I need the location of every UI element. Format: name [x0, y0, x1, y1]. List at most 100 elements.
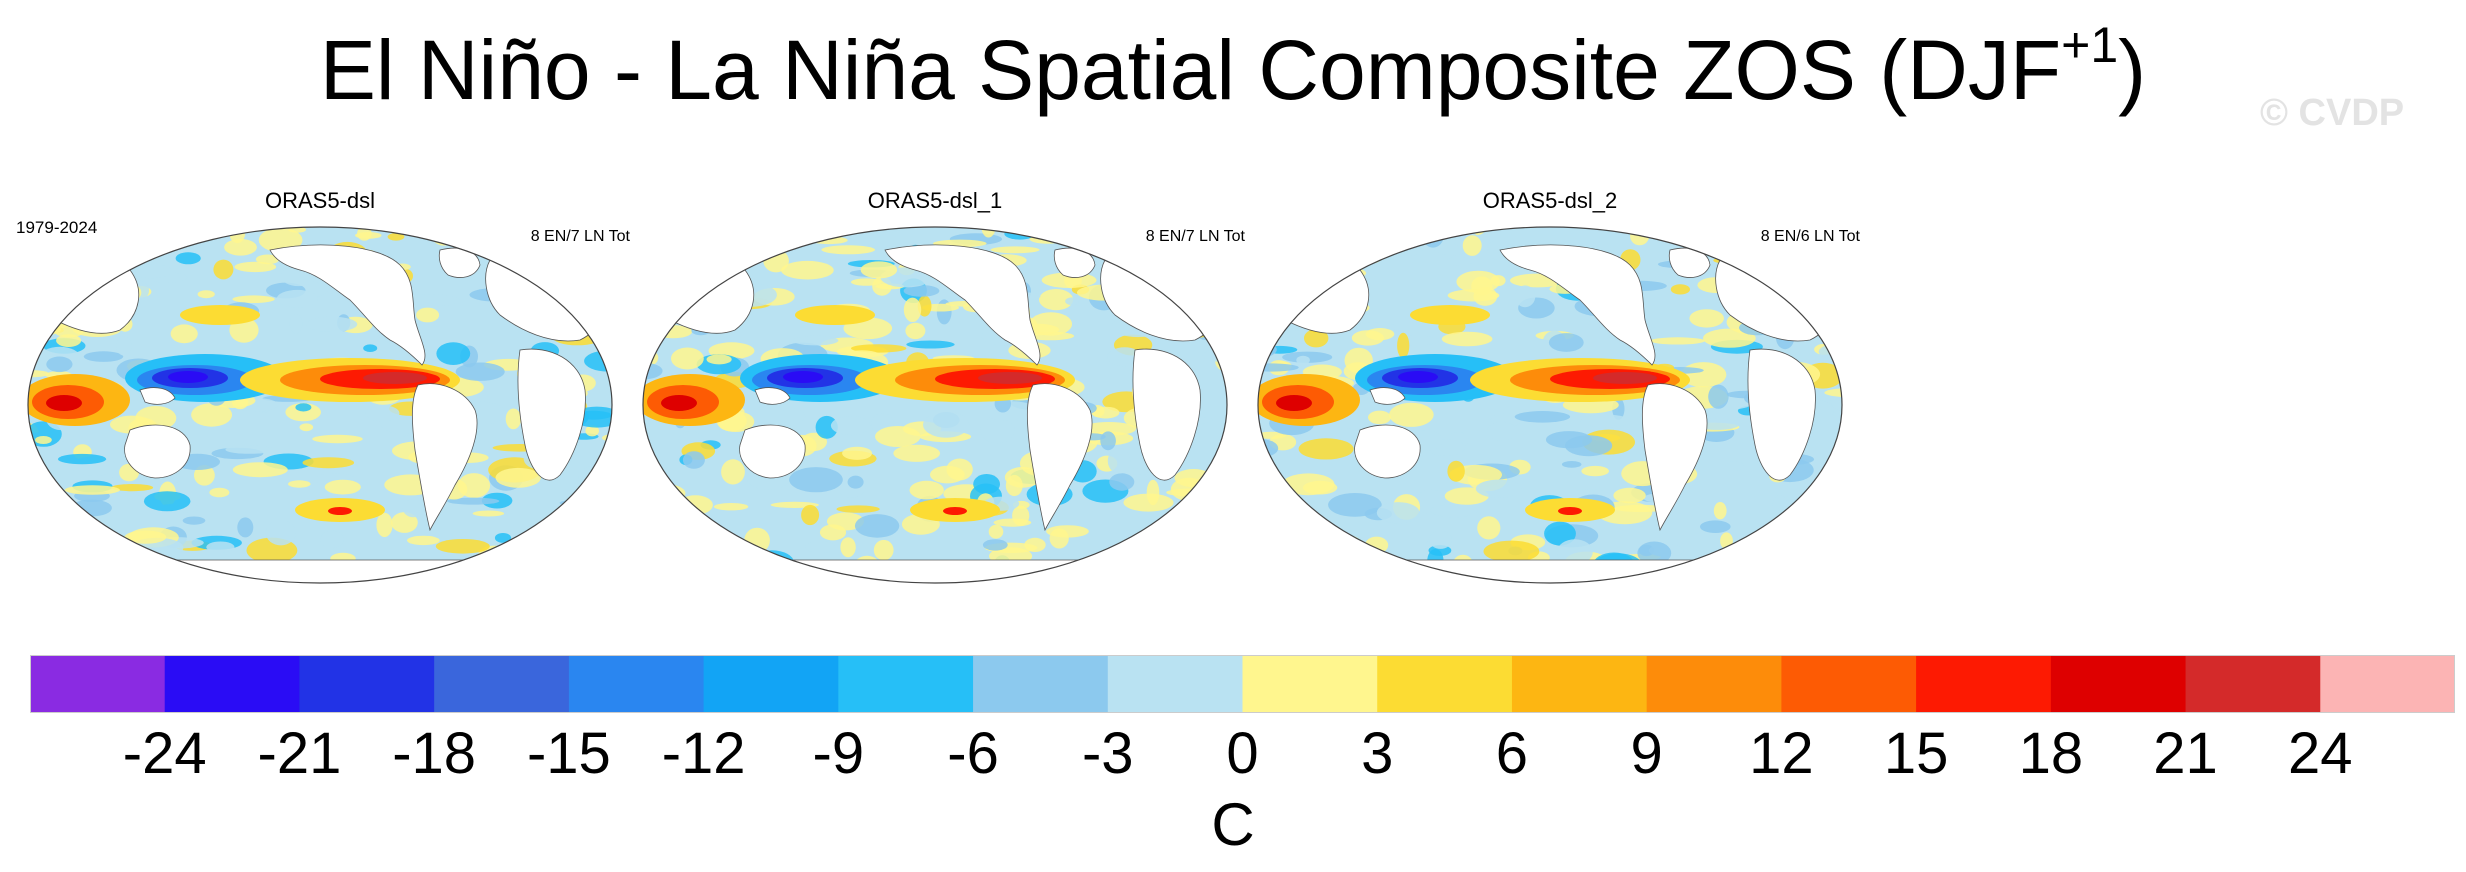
- anomaly-patch: [28, 503, 54, 511]
- anomaly-patch: [1477, 516, 1501, 540]
- landmass: [1132, 348, 1201, 481]
- anomaly-patch: [1785, 290, 1822, 299]
- anomaly-patch: [1283, 520, 1314, 528]
- anomaly-patch: [905, 322, 926, 340]
- landmass: [124, 424, 191, 479]
- anomaly-patch: [1487, 240, 1505, 260]
- anomaly-patch: [46, 356, 73, 373]
- anomaly-patch: [1298, 438, 1354, 460]
- anomaly-patch: [64, 271, 79, 298]
- colorbar-swatch: [568, 655, 705, 713]
- anomaly-patch: [1148, 227, 1178, 235]
- anomaly-patch: [783, 371, 823, 383]
- colorbar-tick-label: 21: [2153, 721, 2218, 786]
- anomaly-patch: [713, 503, 749, 511]
- ocean-field: [28, 227, 612, 583]
- anomaly-patch: [232, 462, 288, 478]
- landmass: [29, 254, 139, 334]
- anomaly-patch: [255, 254, 280, 265]
- ocean-field: [1258, 227, 1842, 583]
- anomaly-patch: [744, 527, 770, 554]
- anomaly-patch: [1081, 422, 1136, 436]
- anomaly-patch: [658, 561, 671, 580]
- anomaly-patch: [391, 512, 418, 533]
- anomaly-patch: [585, 425, 599, 437]
- anomaly-patch: [324, 479, 361, 495]
- anomaly-patch: [851, 278, 882, 286]
- panel-title: ORAS5-dsl_2: [1482, 188, 1618, 213]
- anomaly-patch: [903, 297, 922, 322]
- anomaly-patch: [1304, 329, 1329, 348]
- anomaly-patch: [1039, 289, 1074, 311]
- anomaly-patch: [1352, 548, 1376, 569]
- anomaly-patch: [1650, 337, 1705, 345]
- anomaly-patch: [830, 416, 871, 436]
- anomaly-patch: [585, 315, 612, 340]
- anomaly-patch: [1700, 520, 1731, 533]
- anomaly-patch: [363, 372, 427, 384]
- anomaly-patch: [28, 537, 63, 552]
- anomaly-patch: [661, 530, 694, 551]
- colorbar-tick-label: 9: [1630, 721, 1663, 786]
- anomaly-patch: [455, 362, 505, 381]
- anomaly-patch: [805, 541, 836, 553]
- anomaly-patch: [1720, 227, 1751, 239]
- anomaly-patch: [209, 487, 230, 498]
- anomaly-patch: [538, 548, 569, 573]
- colorbar-tick-label: -12: [661, 721, 746, 786]
- anomaly-patch: [116, 336, 132, 356]
- anomaly-patch: [671, 347, 704, 370]
- anomaly-patch: [289, 313, 303, 334]
- anomaly-patch: [312, 434, 363, 444]
- anomaly-patch: [1613, 504, 1668, 512]
- anomaly-patch: [1799, 498, 1841, 508]
- anomaly-patch: [1146, 479, 1160, 506]
- anomaly-patch: [875, 426, 921, 447]
- anomaly-patch: [1447, 460, 1465, 482]
- anomaly-patch: [265, 520, 296, 546]
- anomaly-patch: [46, 395, 82, 411]
- anomaly-patch: [98, 560, 150, 572]
- anomaly-patch: [749, 550, 794, 575]
- anomaly-patch: [232, 295, 275, 303]
- anomaly-patch: [182, 516, 206, 525]
- landmass: [1026, 383, 1093, 532]
- anomaly-patch: [1005, 474, 1023, 497]
- anomaly-patch: [494, 533, 512, 543]
- anomaly-patch: [145, 227, 187, 233]
- colorbar-swatch: [1377, 655, 1513, 713]
- anomaly-patch: [836, 505, 880, 513]
- anomaly-patch: [28, 480, 45, 504]
- anomaly-patch: [1769, 227, 1789, 245]
- anomaly-patch: [643, 362, 663, 380]
- anomaly-patch: [728, 579, 766, 583]
- anomaly-patch: [433, 227, 456, 239]
- anomaly-patch: [234, 261, 277, 273]
- anomaly-patch: [1548, 333, 1584, 352]
- anomaly-patch: [387, 233, 405, 241]
- colorbar-swatch: [2050, 655, 2187, 713]
- anomaly-patch: [38, 520, 64, 530]
- anomaly-patch: [917, 295, 932, 317]
- anomaly-patch: [1483, 540, 1540, 563]
- colorbar-tick-label: 6: [1495, 721, 1529, 786]
- anomaly-patch: [1812, 290, 1834, 305]
- landmass: [411, 383, 478, 532]
- anomaly-patch: [328, 507, 352, 515]
- anomaly-patch: [854, 514, 900, 538]
- anomaly-patch: [643, 246, 658, 270]
- anomaly-patch: [1580, 414, 1631, 428]
- anomaly-patch: [127, 569, 168, 583]
- colorbar-tick-label: -3: [1081, 721, 1134, 786]
- colorbar-swatch: [30, 655, 166, 713]
- anomaly-patch: [1445, 257, 1474, 266]
- anomaly-patch: [1456, 270, 1500, 293]
- anomaly-patch: [1258, 259, 1276, 273]
- anomaly-patch: [509, 239, 528, 260]
- anomaly-patch: [1820, 230, 1842, 237]
- anomaly-patch: [1272, 279, 1303, 288]
- colorbar-tick-label: 18: [2018, 721, 2084, 786]
- anomaly-patch: [124, 530, 167, 544]
- anomaly-patch: [1276, 537, 1302, 555]
- anomaly-patch: [661, 395, 697, 411]
